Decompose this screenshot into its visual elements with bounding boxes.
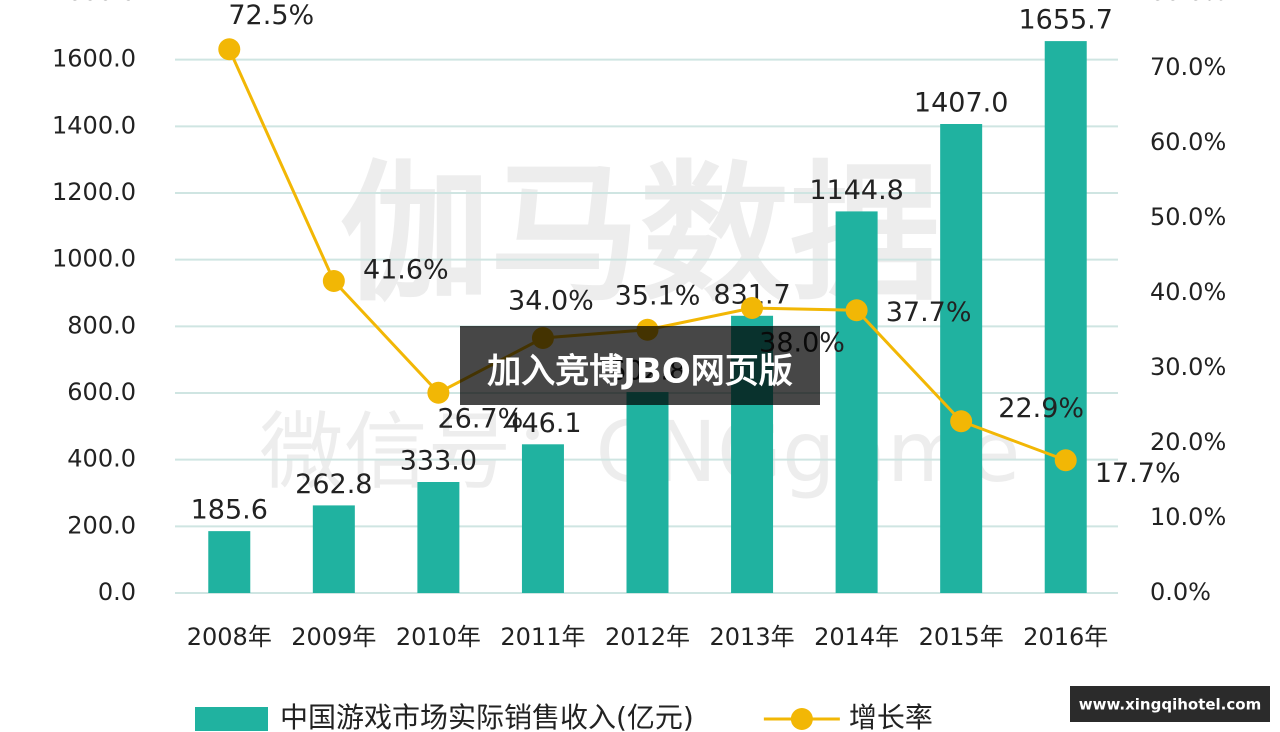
line-marker <box>427 381 450 404</box>
x-tick-label: 2015年 <box>919 623 1004 651</box>
line-marker <box>322 270 345 292</box>
line-marker <box>741 297 764 319</box>
legend-label: 增长率 <box>849 701 933 732</box>
x-tick-label: 2011年 <box>500 623 585 651</box>
y-tick-label: 1000.0 <box>52 245 136 273</box>
plot: 0.0 200.0 400.0 600.0 800.0 1000.0 1200.0 1400.… <box>52 0 1226 732</box>
bar <box>417 482 460 593</box>
line-marker <box>845 299 868 322</box>
bar-value-label: 185.6 <box>191 495 268 526</box>
x-tick-label: 2008年 <box>187 623 272 651</box>
bar <box>940 124 983 593</box>
y2-tick-label: 80.0% <box>1150 0 1226 6</box>
site-badge: www.xingqihotel.com <box>1070 686 1270 722</box>
bar-value-label: 262.8 <box>295 469 372 500</box>
y-tick-label: 0.0 <box>98 578 136 606</box>
bar-value-label: 1144.8 <box>809 175 903 206</box>
y2-tick-label: 0.0% <box>1150 578 1211 606</box>
x-tick-label: 2009年 <box>291 623 376 651</box>
bar <box>521 444 564 593</box>
line-value-label: 72.5% <box>228 0 314 31</box>
line-marker <box>950 410 973 433</box>
banner-text: 加入竞博JBO网页版 <box>487 352 792 392</box>
line-value-label: 35.1% <box>615 280 701 311</box>
x-tick-label: 2016年 <box>1023 623 1108 651</box>
x-tick-label: 2012年 <box>605 623 690 651</box>
site-badge-bg <box>1070 686 1270 722</box>
line-value-label: 17.7% <box>1095 458 1181 489</box>
y-tick-label: 800.0 <box>67 311 136 339</box>
bar-value-label: 333.0 <box>400 446 477 477</box>
y2-tick-label: 20.0% <box>1150 428 1226 456</box>
bar <box>626 392 669 593</box>
legend-label: 中国游戏市场实际销售收入(亿元) <box>280 701 694 732</box>
y-tick-label: 1400.0 <box>52 111 136 139</box>
y2-tick-label: 40.0% <box>1150 278 1226 306</box>
y2-tick-label: 30.0% <box>1150 353 1226 381</box>
bar-value-label: 446.1 <box>504 408 581 439</box>
banner: 加入竞博JBO网页版 <box>460 326 820 405</box>
y-tick-label: 200.0 <box>67 511 136 539</box>
y-tick-label: 1600.0 <box>52 45 136 73</box>
line-value-label: 37.7% <box>886 297 972 328</box>
line-value-label: 22.9% <box>998 393 1084 424</box>
y2-tick-label: 70.0% <box>1150 53 1226 81</box>
bar-value-label: 1407.0 <box>914 88 1008 119</box>
x-tick-label: 2010年 <box>396 623 481 651</box>
y2-tick-label: 10.0% <box>1150 503 1226 531</box>
bar <box>208 531 251 593</box>
y2-tick-label: 50.0% <box>1150 203 1226 231</box>
line-marker <box>218 38 241 61</box>
line-marker <box>1054 449 1077 472</box>
y2-tick-label: 60.0% <box>1150 128 1226 156</box>
line-value-label: 41.6% <box>363 255 449 286</box>
x-tick-label: 2014年 <box>814 623 899 651</box>
y-tick-label: 1200.0 <box>52 178 136 206</box>
bar <box>312 505 355 593</box>
line-value-label: 34.0% <box>508 286 594 317</box>
x-tick-label: 2013年 <box>710 623 795 651</box>
bar <box>835 211 878 593</box>
line-value-label: 26.7% <box>437 403 523 434</box>
site-text: www.xingqihotel.com <box>1079 696 1261 714</box>
y-tick-label: 1800.0 <box>52 0 136 6</box>
bar-value-label: 1655.7 <box>1018 5 1112 36</box>
bar <box>1044 41 1087 594</box>
banner-bg <box>460 326 820 405</box>
legend-swatch <box>790 708 813 730</box>
legend-swatch <box>195 707 268 731</box>
y-tick-label: 600.0 <box>67 378 136 406</box>
y-tick-label: 400.0 <box>67 445 136 473</box>
